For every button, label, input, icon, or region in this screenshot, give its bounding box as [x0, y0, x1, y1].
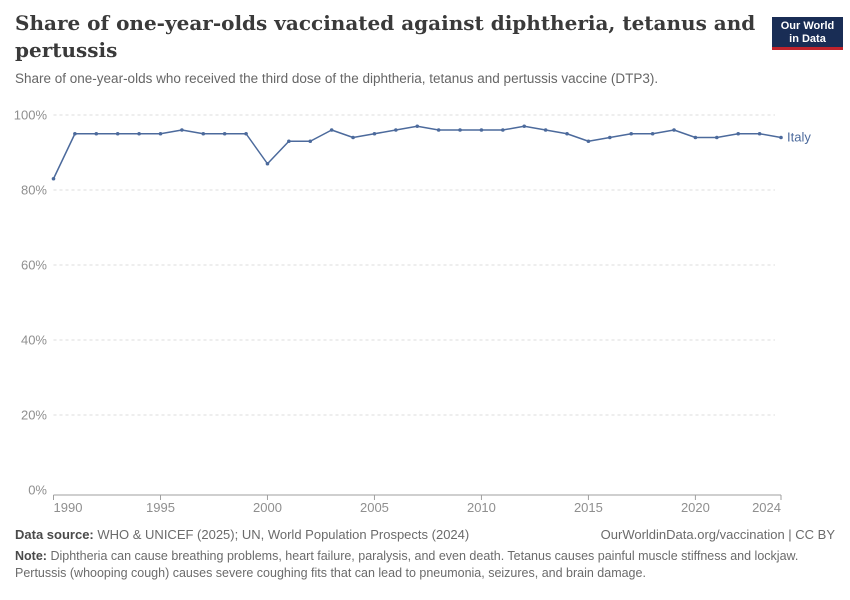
data-point[interactable] — [222, 131, 227, 136]
data-point[interactable] — [458, 128, 462, 132]
data-point[interactable] — [779, 135, 783, 140]
chart-note: Note: Diphtheria can cause breathing pro… — [15, 548, 827, 582]
data-point[interactable] — [73, 131, 77, 136]
x-axis-label: 2010 — [467, 500, 496, 515]
data-point[interactable] — [94, 131, 99, 136]
data-source-label: Data source: — [15, 527, 94, 542]
data-point[interactable] — [201, 131, 206, 136]
data-point[interactable] — [543, 128, 548, 132]
data-point[interactable] — [629, 131, 634, 136]
chart-canvas[interactable]: 0% 20% 40% 60% 80% 100% 1990 1995 2000 2005 2010 20… — [0, 0, 850, 525]
chart-subtitle: Share of one-year-olds who received the … — [15, 71, 659, 86]
x-axis-label: 2005 — [360, 500, 389, 515]
owid-logo-line2: in Data — [789, 33, 826, 45]
data-point[interactable] — [158, 131, 163, 136]
data-point[interactable] — [608, 135, 612, 140]
x-axis-label: 1995 — [146, 500, 175, 515]
y-axis-label: 80% — [21, 183, 47, 198]
data-point[interactable] — [522, 124, 527, 129]
data-point[interactable] — [415, 124, 420, 129]
data-point[interactable] — [501, 128, 505, 132]
data-source: Data source: WHO & UNICEF (2025); UN, Wo… — [15, 527, 469, 542]
data-point[interactable] — [137, 131, 141, 136]
y-axis-label: 0% — [28, 483, 47, 498]
data-point[interactable] — [287, 139, 291, 144]
chart-title: Share of one-year-olds vaccinated agains… — [15, 11, 756, 62]
chart-footer: Data source: WHO & UNICEF (2025); UN, Wo… — [15, 527, 835, 582]
data-point[interactable] — [479, 128, 484, 132]
data-point[interactable] — [586, 139, 591, 144]
line-italy[interactable] — [52, 125, 782, 180]
x-axis-label: 2024 — [752, 500, 781, 515]
data-point[interactable] — [265, 161, 270, 166]
y-axis-label: 20% — [21, 408, 47, 423]
data-source-text: WHO & UNICEF (2025); UN, World Populatio… — [97, 527, 470, 542]
data-point[interactable] — [757, 131, 762, 136]
data-point[interactable] — [329, 128, 334, 132]
footer-link[interactable]: OurWorldinData.org/vaccination | CC BY — [600, 527, 835, 542]
data-point[interactable] — [180, 128, 184, 132]
data-point[interactable] — [351, 135, 355, 140]
y-axis-label: 100% — [14, 108, 48, 123]
data-point[interactable] — [436, 128, 441, 132]
note-label: Note: — [15, 549, 47, 563]
x-axis-label: 2015 — [574, 500, 603, 515]
data-point[interactable] — [51, 176, 56, 181]
data-point[interactable] — [565, 131, 569, 136]
series-label-italy[interactable]: Italy — [787, 130, 811, 145]
y-axis-label: 60% — [21, 258, 47, 273]
data-point[interactable] — [372, 131, 377, 136]
data-point[interactable] — [715, 135, 719, 140]
x-axis-label: 2020 — [681, 500, 710, 515]
data-point[interactable] — [693, 135, 698, 140]
data-point[interactable] — [244, 131, 248, 136]
y-axis-label: 40% — [21, 333, 47, 348]
data-point[interactable] — [736, 131, 741, 136]
data-point[interactable] — [115, 131, 120, 136]
data-point[interactable] — [394, 128, 398, 132]
owid-logo-line1: Our World — [780, 20, 835, 32]
source-row: Data source: WHO & UNICEF (2025); UN, Wo… — [15, 527, 835, 542]
x-axis-label: 1990 — [54, 500, 83, 515]
data-point[interactable] — [672, 128, 676, 132]
x-axis-label: 2000 — [253, 500, 282, 515]
data-point[interactable] — [308, 139, 313, 144]
note-text: Diphtheria can cause breathing problems,… — [15, 549, 799, 580]
data-point[interactable] — [650, 131, 655, 136]
owid-logo[interactable]: Our World in Data — [772, 17, 843, 50]
